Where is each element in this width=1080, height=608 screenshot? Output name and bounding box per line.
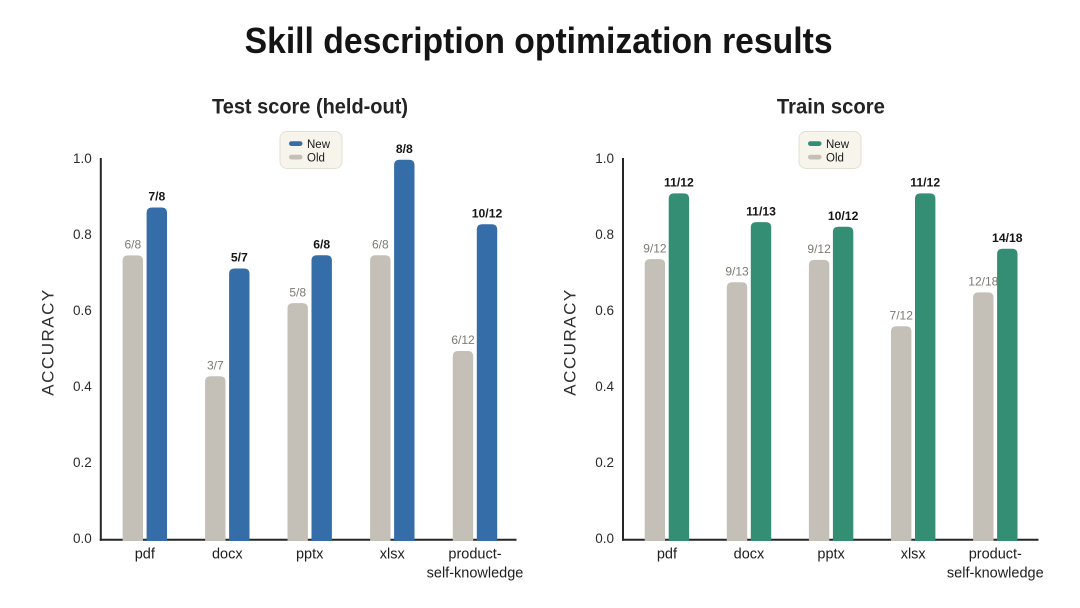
svg-text:0.2: 0.2 <box>595 455 614 470</box>
svg-text:Train score: Train score <box>777 96 885 119</box>
svg-text:9/13: 9/13 <box>725 264 749 278</box>
svg-text:5/7: 5/7 <box>231 251 248 265</box>
svg-text:0.0: 0.0 <box>595 531 614 546</box>
svg-text:pdf: pdf <box>135 547 156 563</box>
svg-text:0.0: 0.0 <box>73 531 92 546</box>
svg-text:0.8: 0.8 <box>73 227 92 242</box>
svg-text:6/8: 6/8 <box>313 237 330 251</box>
svg-text:self-knowledge: self-knowledge <box>947 566 1044 582</box>
svg-text:6/8: 6/8 <box>372 237 389 251</box>
svg-text:Test score (held-out): Test score (held-out) <box>212 96 408 119</box>
svg-text:6/12: 6/12 <box>451 333 475 347</box>
svg-text:ACCURACY: ACCURACY <box>561 288 580 395</box>
svg-text:0.2: 0.2 <box>73 455 92 470</box>
svg-text:7/12: 7/12 <box>890 309 914 323</box>
svg-text:0.4: 0.4 <box>73 379 92 394</box>
svg-text:docx: docx <box>212 547 243 563</box>
svg-text:9/12: 9/12 <box>807 242 831 256</box>
svg-text:product-: product- <box>969 547 1022 563</box>
svg-text:1.0: 1.0 <box>73 151 92 166</box>
svg-text:New: New <box>307 139 331 151</box>
svg-text:New: New <box>826 139 850 151</box>
svg-text:9/12: 9/12 <box>643 241 667 255</box>
svg-text:3/7: 3/7 <box>207 359 224 373</box>
svg-text:14/18: 14/18 <box>992 231 1023 245</box>
svg-text:0.4: 0.4 <box>595 379 614 394</box>
svg-text:Old: Old <box>826 153 844 165</box>
svg-text:product-: product- <box>448 547 501 563</box>
svg-text:pdf: pdf <box>657 547 678 563</box>
svg-text:11/12: 11/12 <box>664 176 694 190</box>
svg-text:Old: Old <box>307 153 325 165</box>
svg-text:6/8: 6/8 <box>124 238 141 252</box>
svg-text:xlsx: xlsx <box>901 547 927 563</box>
svg-text:10/12: 10/12 <box>472 206 503 220</box>
svg-text:docx: docx <box>734 547 765 563</box>
svg-text:pptx: pptx <box>817 547 845 563</box>
svg-text:0.6: 0.6 <box>73 303 92 318</box>
svg-text:11/13: 11/13 <box>746 204 776 218</box>
svg-text:7/8: 7/8 <box>148 190 165 204</box>
svg-text:ACCURACY: ACCURACY <box>39 288 58 395</box>
svg-text:pptx: pptx <box>296 547 324 563</box>
svg-text:xlsx: xlsx <box>380 547 406 563</box>
svg-text:11/12: 11/12 <box>910 176 940 190</box>
svg-text:12/18: 12/18 <box>968 275 998 289</box>
svg-text:8/8: 8/8 <box>396 142 413 156</box>
svg-text:0.8: 0.8 <box>595 227 614 242</box>
svg-text:5/8: 5/8 <box>289 285 306 299</box>
svg-text:self-knowledge: self-knowledge <box>427 566 524 582</box>
svg-text:Skill description optimization: Skill description optimization results <box>245 20 833 61</box>
svg-text:0.6: 0.6 <box>595 303 614 318</box>
svg-text:1.0: 1.0 <box>595 151 614 166</box>
svg-text:10/12: 10/12 <box>828 209 859 223</box>
